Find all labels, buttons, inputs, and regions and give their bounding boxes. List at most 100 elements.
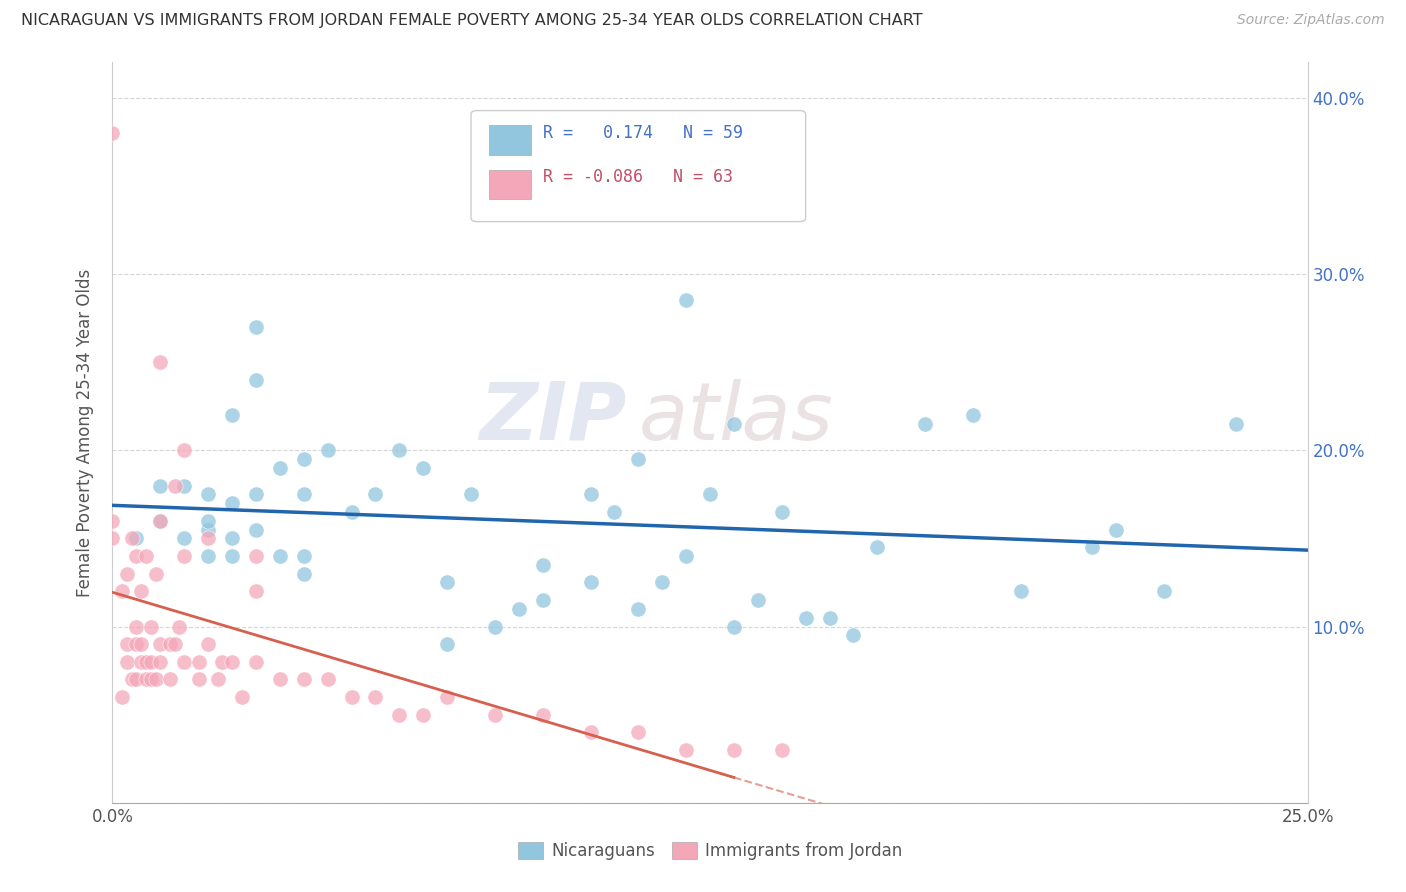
Point <box>292 549 315 563</box>
Point <box>436 637 458 651</box>
Point <box>173 532 195 546</box>
Point <box>221 655 243 669</box>
Point <box>292 487 315 501</box>
Text: NICARAGUAN VS IMMIGRANTS FROM JORDAN FEMALE POVERTY AMONG 25-34 YEAR OLDS CORREL: NICARAGUAN VS IMMIGRANTS FROM JORDAN FEM… <box>21 13 922 29</box>
Point <box>412 461 434 475</box>
Point <box>111 690 134 704</box>
Point <box>603 505 626 519</box>
Point <box>125 532 148 546</box>
Point <box>484 619 506 633</box>
Point <box>962 408 984 422</box>
Point <box>770 743 793 757</box>
Point <box>197 532 219 546</box>
Point <box>340 690 363 704</box>
Point <box>173 655 195 669</box>
Point <box>770 505 793 519</box>
Point <box>508 602 530 616</box>
Point <box>292 452 315 467</box>
Point <box>111 584 134 599</box>
Point <box>221 549 243 563</box>
Point <box>115 566 138 581</box>
Point <box>436 575 458 590</box>
Point <box>914 417 936 431</box>
Point <box>245 487 267 501</box>
Point <box>245 523 267 537</box>
Point <box>135 655 157 669</box>
Point <box>245 319 267 334</box>
Point <box>531 558 554 572</box>
Point <box>231 690 253 704</box>
Point <box>169 619 191 633</box>
Y-axis label: Female Poverty Among 25-34 Year Olds: Female Poverty Among 25-34 Year Olds <box>76 268 94 597</box>
Point <box>245 549 267 563</box>
Legend: Nicaraguans, Immigrants from Jordan: Nicaraguans, Immigrants from Jordan <box>509 834 911 869</box>
Point <box>627 452 650 467</box>
Point <box>125 637 148 651</box>
Point <box>794 610 817 624</box>
Point <box>484 707 506 722</box>
Point <box>579 575 602 590</box>
Point <box>149 514 172 528</box>
Point <box>221 408 243 422</box>
Point <box>627 602 650 616</box>
Point <box>723 417 745 431</box>
Point <box>436 690 458 704</box>
Point <box>292 566 315 581</box>
Point <box>159 673 181 687</box>
Point <box>125 673 148 687</box>
Point <box>412 707 434 722</box>
Point <box>115 655 138 669</box>
FancyBboxPatch shape <box>489 126 531 155</box>
Point <box>531 707 554 722</box>
Point <box>1105 523 1128 537</box>
Point <box>579 725 602 739</box>
Text: atlas: atlas <box>638 379 834 457</box>
Point <box>747 593 769 607</box>
Point <box>842 628 865 642</box>
Point <box>675 549 697 563</box>
Point <box>245 584 267 599</box>
Point <box>388 707 411 722</box>
Point <box>211 655 233 669</box>
Point <box>121 673 143 687</box>
Point <box>187 655 209 669</box>
Point <box>818 610 841 624</box>
Text: ZIP: ZIP <box>479 379 627 457</box>
Point <box>135 549 157 563</box>
FancyBboxPatch shape <box>489 169 531 200</box>
Point <box>316 673 339 687</box>
Point <box>245 655 267 669</box>
Point <box>145 673 167 687</box>
Point <box>460 487 482 501</box>
Point <box>163 637 186 651</box>
Point <box>197 549 219 563</box>
Point <box>197 523 219 537</box>
Point <box>145 566 167 581</box>
Point <box>866 540 889 554</box>
Point <box>388 443 411 458</box>
Point <box>269 673 291 687</box>
Point <box>675 293 697 308</box>
Point <box>723 619 745 633</box>
Point <box>149 355 172 369</box>
Point <box>173 443 195 458</box>
Point <box>197 487 219 501</box>
Text: R = -0.086   N = 63: R = -0.086 N = 63 <box>543 169 733 186</box>
Point <box>269 549 291 563</box>
Point <box>340 505 363 519</box>
Text: Source: ZipAtlas.com: Source: ZipAtlas.com <box>1237 13 1385 28</box>
Point <box>139 655 162 669</box>
Point <box>125 549 148 563</box>
Point <box>135 673 157 687</box>
Point <box>699 487 721 501</box>
Point <box>101 514 124 528</box>
Point <box>129 655 152 669</box>
Point <box>531 593 554 607</box>
Point <box>221 532 243 546</box>
Point <box>149 637 172 651</box>
Point <box>651 575 673 590</box>
Point <box>173 549 195 563</box>
Point <box>129 637 152 651</box>
Point <box>149 478 172 492</box>
Point <box>125 619 148 633</box>
